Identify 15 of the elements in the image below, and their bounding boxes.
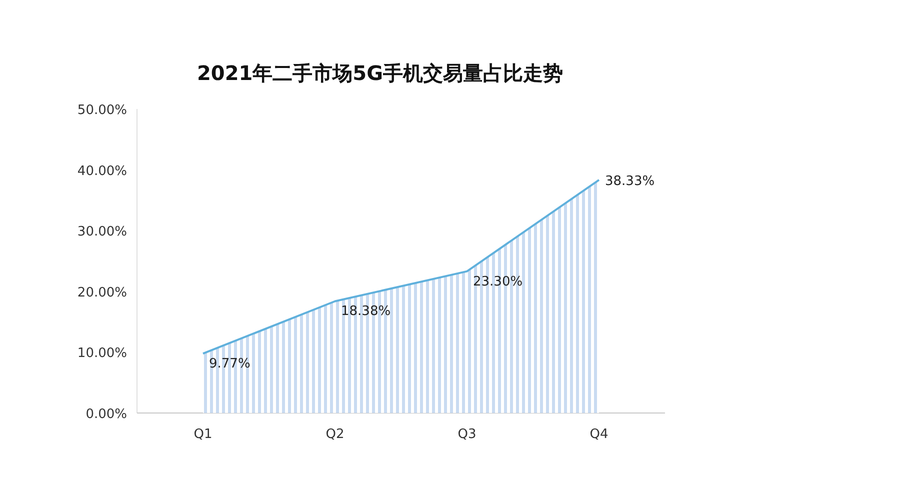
x-tick-label: Q3 <box>458 427 476 442</box>
y-tick-label: 40.00% <box>77 164 127 179</box>
y-tick-label: 30.00% <box>77 224 127 240</box>
data-label: 38.33% <box>605 174 655 189</box>
data-label: 9.77% <box>209 356 250 372</box>
y-tick-label: 50.00% <box>77 103 127 118</box>
x-tick-label: Q2 <box>326 427 344 442</box>
chart-title: 2021年二手市场5G手机交易量占比走势 <box>197 61 563 85</box>
data-label: 23.30% <box>473 274 523 290</box>
x-tick-label: Q1 <box>194 427 212 442</box>
x-tick-label: Q4 <box>590 427 608 442</box>
y-tick-label: 20.00% <box>77 285 127 300</box>
data-label: 18.38% <box>341 304 391 320</box>
y-tick-label: 10.00% <box>77 346 127 362</box>
y-tick-label: 0.00% <box>86 407 127 422</box>
